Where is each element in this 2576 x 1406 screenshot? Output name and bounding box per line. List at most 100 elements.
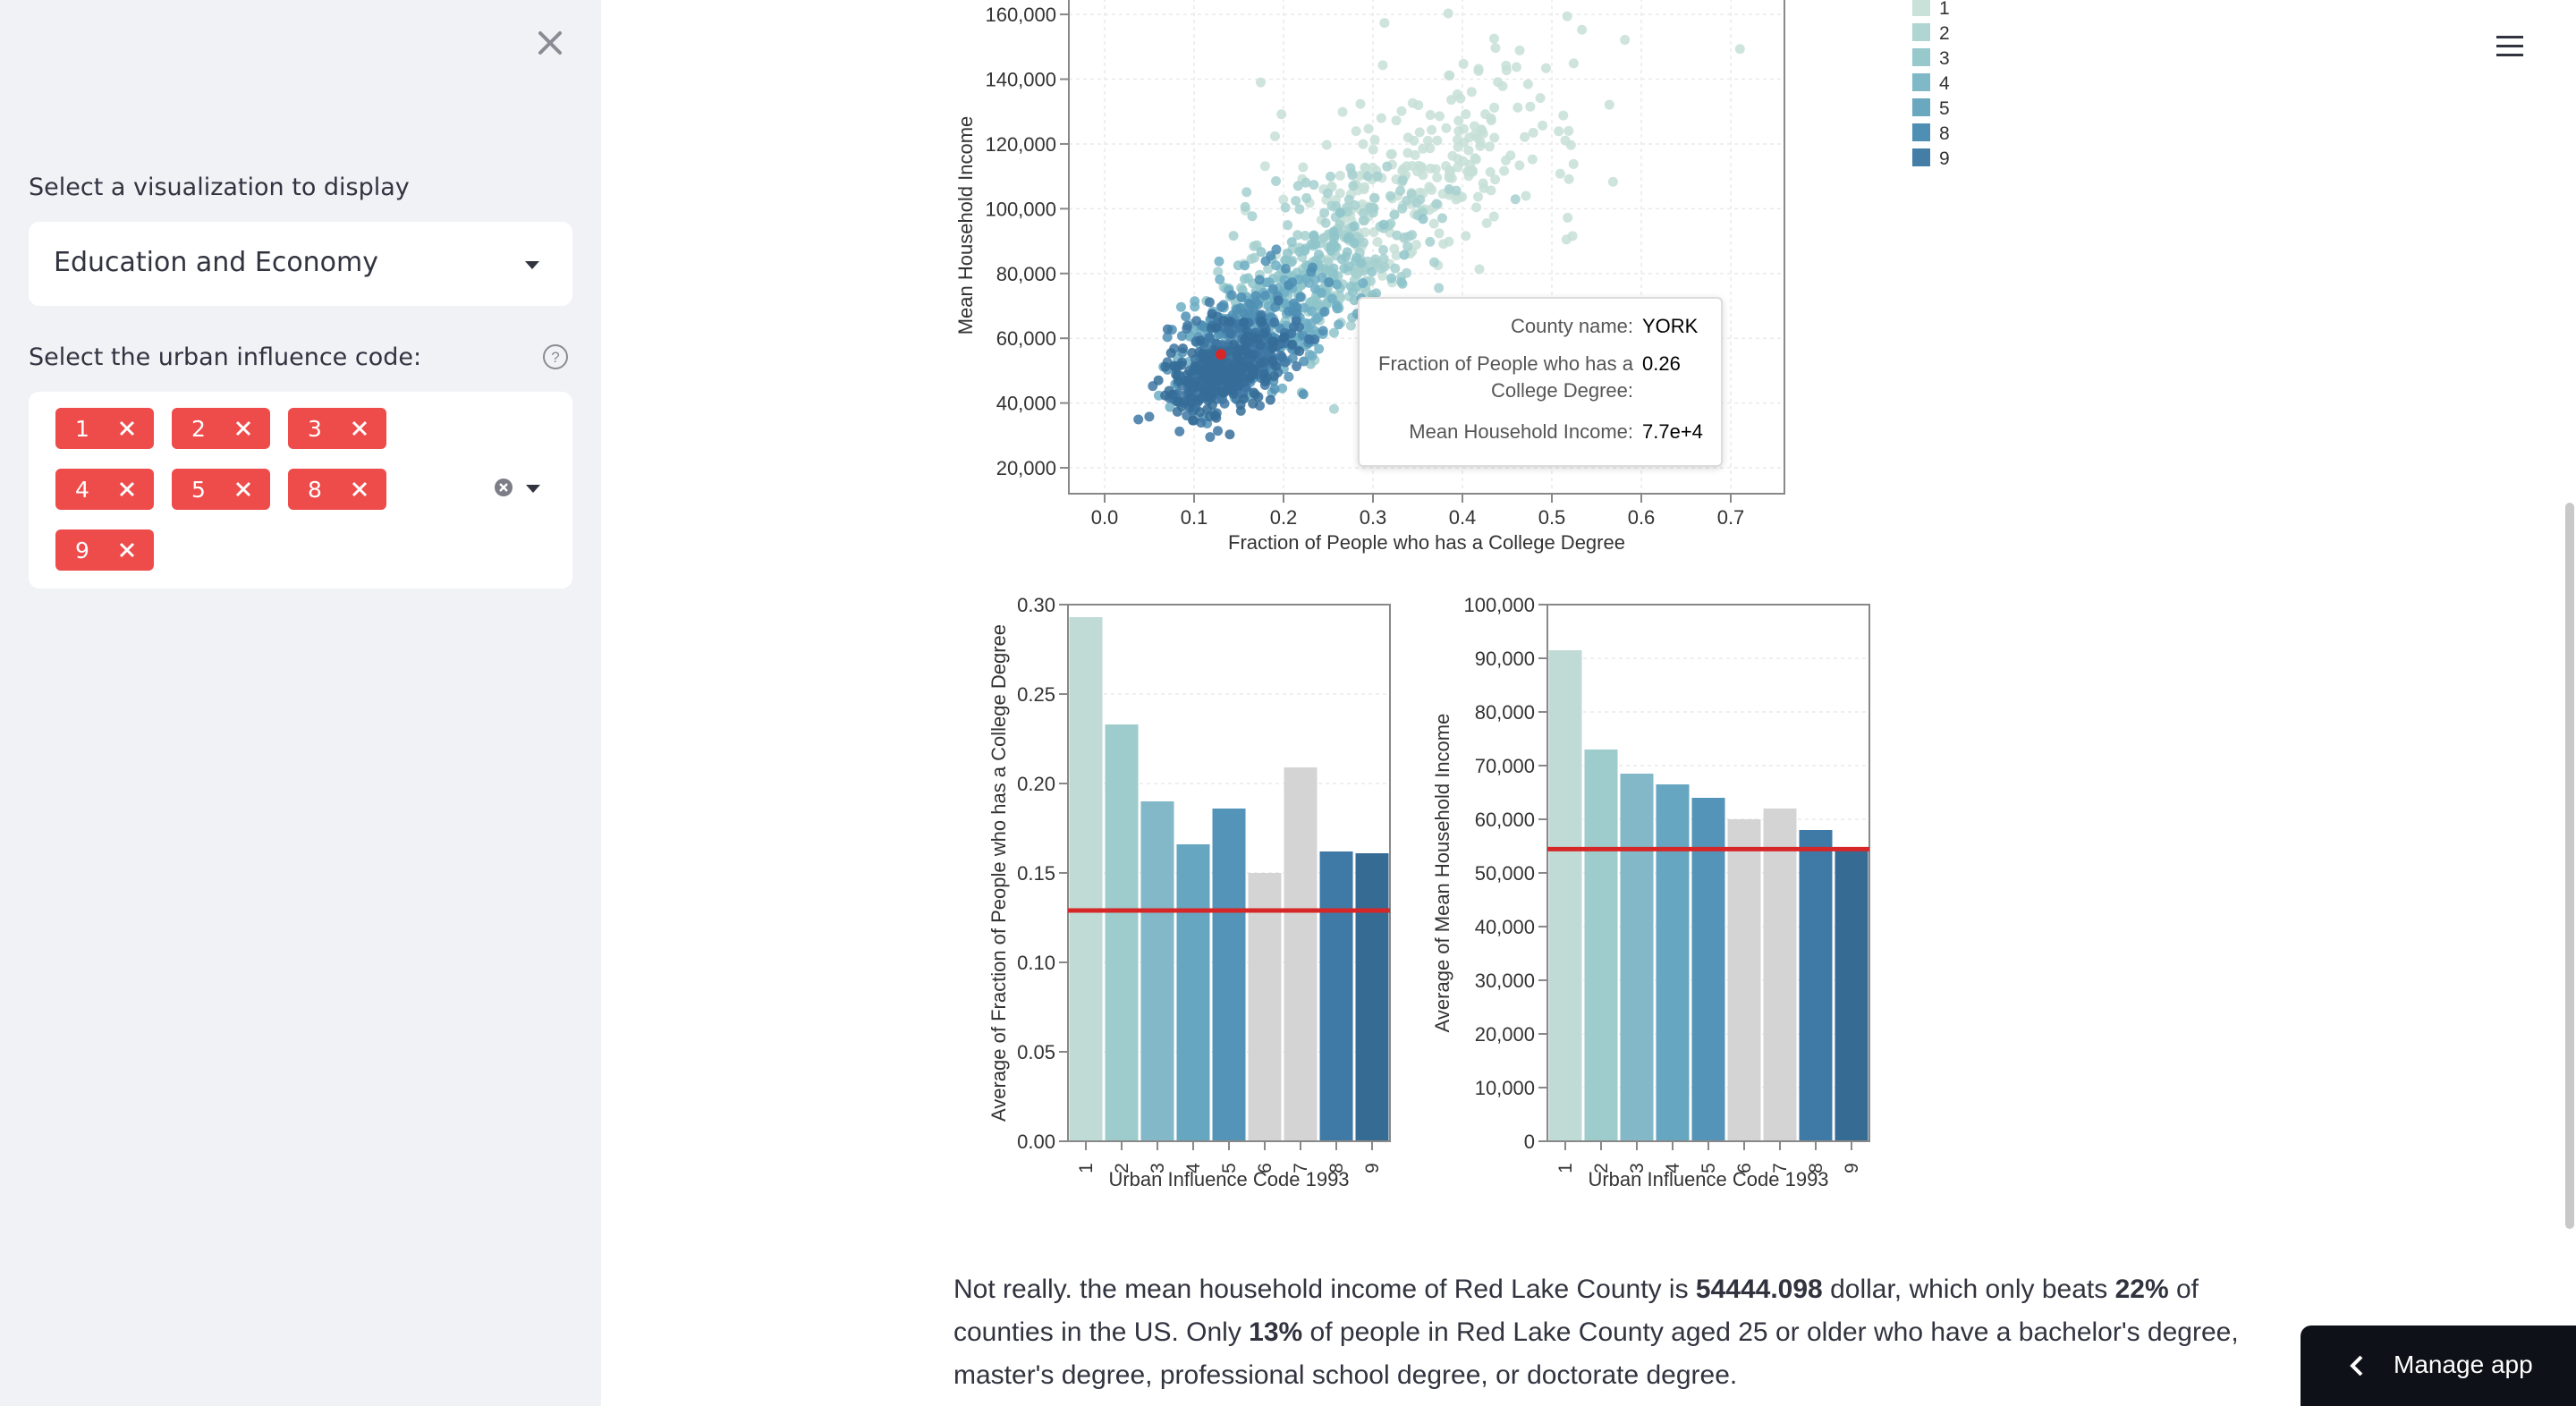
chevron-left-icon xyxy=(2350,1355,2363,1376)
scatter-point xyxy=(1309,180,1319,191)
tooltip-income-key: Mean Household Income: xyxy=(1409,420,1633,443)
legend-swatch xyxy=(1912,123,1930,141)
scatter-point xyxy=(1321,140,1332,150)
scatter-point xyxy=(1224,429,1235,440)
y-tick-label: 0.20 xyxy=(1017,773,1055,795)
bar2-y-axis-title: Average of Mean Household Income xyxy=(1431,714,1453,1033)
remove-tag-icon[interactable] xyxy=(351,480,369,498)
scatter-point xyxy=(1243,336,1254,347)
tag-9[interactable]: 9 xyxy=(55,529,154,571)
tag-8[interactable]: 8 xyxy=(288,469,386,510)
legend-swatch xyxy=(1912,23,1930,41)
tag-3[interactable]: 3 xyxy=(288,408,386,449)
scatter-point xyxy=(1562,11,1572,21)
scatter-point xyxy=(1182,320,1193,331)
x-tick-label: 6 xyxy=(1734,1163,1755,1173)
chevron-down-icon xyxy=(525,261,539,269)
scatter-point xyxy=(1265,394,1275,405)
scatter-point xyxy=(1259,376,1270,386)
scatter-point xyxy=(1178,395,1189,406)
scatter-point xyxy=(1216,301,1227,312)
scatter-point xyxy=(1269,371,1280,382)
scatter-point xyxy=(1453,115,1464,126)
scatter-point xyxy=(1219,398,1230,409)
scatter-point xyxy=(1458,156,1469,166)
remove-tag-icon[interactable] xyxy=(118,419,136,437)
scatter-point xyxy=(1205,432,1216,443)
scatter-point xyxy=(1428,218,1439,229)
scatter-point xyxy=(1254,275,1265,285)
tag-2[interactable]: 2 xyxy=(172,408,270,449)
scatter-point xyxy=(1337,106,1348,117)
y-tick-label: 20,000 xyxy=(1475,1023,1535,1046)
scatter-point xyxy=(1153,375,1164,385)
scatter-point xyxy=(1218,387,1229,398)
scatter-point xyxy=(1463,145,1474,156)
scatter-point xyxy=(1184,402,1195,412)
tag-4[interactable]: 4 xyxy=(55,469,154,510)
para-text: dollar, which only beats xyxy=(1822,1275,2115,1304)
scatter-point xyxy=(1160,390,1171,401)
tag-5[interactable]: 5 xyxy=(172,469,270,510)
tag-label: 8 xyxy=(308,477,322,503)
scatter-point xyxy=(1371,288,1382,299)
chevron-down-icon[interactable] xyxy=(526,485,540,493)
scatter-point xyxy=(1181,311,1191,322)
scatter-point xyxy=(1332,279,1343,290)
scatter-point xyxy=(1245,361,1256,372)
x-tick-label: 0.1 xyxy=(1181,506,1208,529)
clear-all-icon[interactable] xyxy=(494,478,513,497)
x-tick-label: 6 xyxy=(1255,1163,1275,1173)
scatter-point xyxy=(1385,148,1396,159)
remove-tag-icon[interactable] xyxy=(351,419,369,437)
y-tick-label: 160,000 xyxy=(985,4,1056,26)
scatter-point xyxy=(1256,358,1267,368)
scatter-point xyxy=(1362,171,1373,182)
scatter-point xyxy=(1409,135,1419,146)
remove-tag-icon[interactable] xyxy=(118,541,136,559)
x-tick-label: 3 xyxy=(1627,1163,1648,1173)
scatter-point xyxy=(1326,293,1337,304)
hamburger-menu-icon[interactable] xyxy=(2496,34,2523,59)
scatter-point xyxy=(1294,246,1305,257)
scatter-point xyxy=(1298,389,1309,400)
scatter-point xyxy=(1224,317,1235,327)
scrollbar[interactable] xyxy=(2565,503,2574,1229)
tag-1[interactable]: 1 xyxy=(55,408,154,449)
scatter-point xyxy=(1368,162,1378,173)
urban-influence-multiselect[interactable]: 1 2 3 4 5 8 9 xyxy=(29,392,572,589)
visualization-select[interactable]: Education and Economy xyxy=(29,222,572,306)
scatter-point xyxy=(1228,231,1239,241)
legend-label: 5 xyxy=(1939,98,1950,119)
scatter-point xyxy=(1174,426,1185,436)
scatter-point xyxy=(1414,127,1425,138)
scatter-point xyxy=(1294,204,1305,215)
scatter-point xyxy=(1318,233,1329,243)
scatter-point xyxy=(1295,292,1306,302)
bar xyxy=(1691,798,1725,1141)
scatter-point xyxy=(1191,316,1202,326)
scatter-point xyxy=(1418,143,1428,154)
scatter-point xyxy=(1345,320,1356,331)
remove-tag-icon[interactable] xyxy=(234,480,252,498)
scatter-point xyxy=(1165,402,1175,412)
help-icon[interactable]: ? xyxy=(542,343,569,370)
scatter-point xyxy=(1458,58,1469,69)
bar xyxy=(1212,809,1246,1141)
scatter-point xyxy=(1474,264,1485,275)
x-tick-label: 7 xyxy=(1770,1163,1791,1173)
scatter-point xyxy=(1461,231,1471,241)
scatter-point xyxy=(1397,175,1408,186)
scatter-point xyxy=(1434,228,1445,239)
scatter-point xyxy=(1343,261,1354,272)
close-sidebar-icon[interactable] xyxy=(532,25,568,61)
scatter-point xyxy=(1248,398,1258,409)
scatter-point xyxy=(1215,274,1225,284)
scatter-point xyxy=(1323,188,1334,199)
scatter-point xyxy=(1217,363,1228,374)
remove-tag-icon[interactable] xyxy=(118,480,136,498)
scatter-point xyxy=(1563,212,1573,223)
manage-app-button[interactable]: Manage app xyxy=(2301,1326,2576,1406)
remove-tag-icon[interactable] xyxy=(234,419,252,437)
scatter-point xyxy=(1209,382,1220,393)
